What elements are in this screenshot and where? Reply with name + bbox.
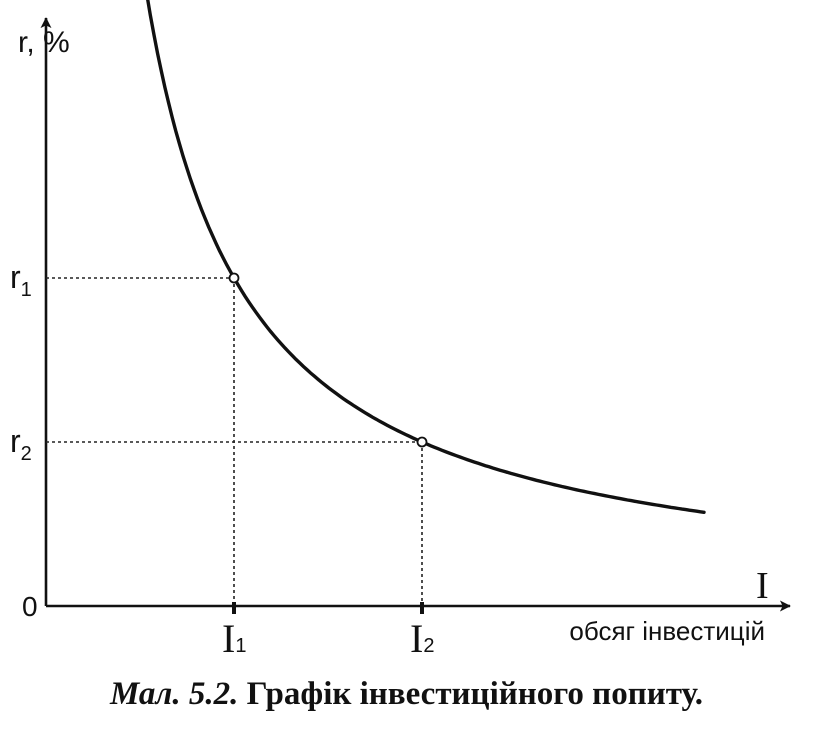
x-tick-label-i1: I1 xyxy=(222,616,246,661)
figure-caption: Мал. 5.2. Графік інвестиційного попиту. xyxy=(0,676,813,713)
origin-label: 0 xyxy=(22,591,38,622)
y-axis-label: r, % xyxy=(18,26,70,59)
x-axis-label: I xyxy=(756,565,769,607)
x-tick-label-i2: I2 xyxy=(410,616,434,661)
y-tick-label-r2: r2 xyxy=(10,423,32,465)
x-axis-description: обсяг інвестицій xyxy=(569,616,765,646)
y-tick-label-r1: r1 xyxy=(10,259,32,301)
investment-demand-chart: r, % 0 r1 r2 I1 I2 I обсяг інвестицій xyxy=(10,0,791,661)
point-i2-r2 xyxy=(416,436,428,448)
caption-number: Мал. 5.2. xyxy=(110,676,239,712)
point-i1-r1 xyxy=(228,272,240,284)
investment-demand-curve xyxy=(146,0,706,514)
caption-text: Графік інвестиційного попиту. xyxy=(238,676,703,712)
